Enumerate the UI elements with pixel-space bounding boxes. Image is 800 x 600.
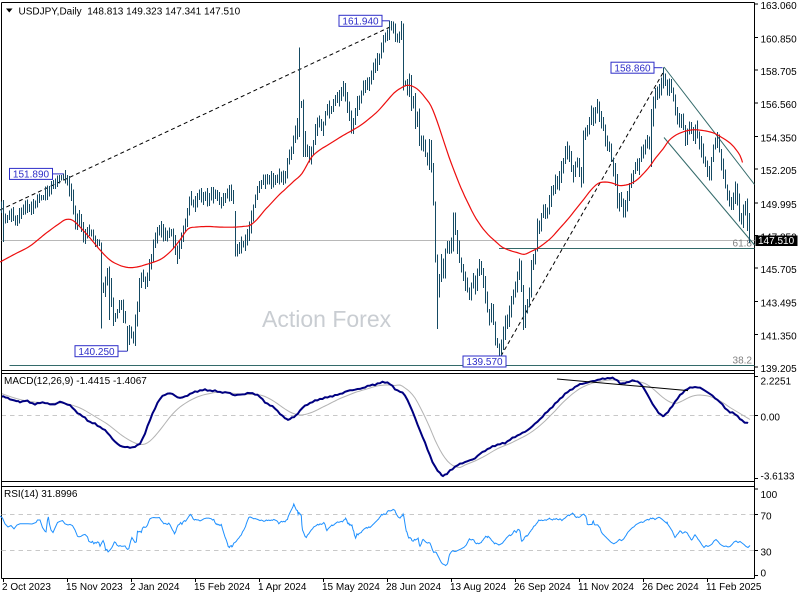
svg-text:26 Sep 2024: 26 Sep 2024 bbox=[514, 582, 571, 593]
svg-text:30: 30 bbox=[761, 548, 773, 559]
svg-text:MACD(12,26,9) -1.4415 -1.4067: MACD(12,26,9) -1.4415 -1.4067 bbox=[4, 376, 147, 387]
svg-text:15 Nov 2023: 15 Nov 2023 bbox=[66, 582, 123, 593]
svg-text:158.860: 158.860 bbox=[614, 63, 651, 74]
svg-text:Action Forex: Action Forex bbox=[262, 306, 392, 332]
svg-text:151.890: 151.890 bbox=[13, 170, 50, 181]
svg-text:145.705: 145.705 bbox=[761, 265, 798, 276]
svg-text:156.560: 156.560 bbox=[761, 100, 798, 111]
svg-text:15 May 2024: 15 May 2024 bbox=[322, 582, 380, 593]
svg-text:141.350: 141.350 bbox=[761, 331, 798, 342]
svg-text:147.510: 147.510 bbox=[758, 236, 795, 247]
svg-text:RSI(14) 31.8996: RSI(14) 31.8996 bbox=[4, 489, 78, 500]
svg-text:2.2251: 2.2251 bbox=[761, 376, 792, 387]
svg-text:-3.6133: -3.6133 bbox=[761, 472, 795, 483]
svg-text:13 Aug 2024: 13 Aug 2024 bbox=[450, 582, 507, 593]
svg-text:2 Oct 2023: 2 Oct 2023 bbox=[2, 582, 51, 593]
svg-text:139.570: 139.570 bbox=[466, 357, 503, 368]
svg-text:163.060: 163.060 bbox=[761, 1, 798, 12]
svg-text:26 Dec 2024: 26 Dec 2024 bbox=[642, 582, 699, 593]
svg-text:38.2: 38.2 bbox=[733, 356, 753, 367]
svg-text:100: 100 bbox=[761, 490, 778, 501]
svg-text:2 Jan 2024: 2 Jan 2024 bbox=[130, 582, 180, 593]
svg-text:149.995: 149.995 bbox=[761, 200, 798, 211]
svg-text:USDJPY,Daily 148.813 149.323: USDJPY,Daily 148.813 149.323 147.341 147… bbox=[19, 7, 241, 18]
svg-text:11 Nov 2024: 11 Nov 2024 bbox=[578, 582, 634, 593]
svg-text:152.205: 152.205 bbox=[761, 166, 798, 177]
svg-text:158.705: 158.705 bbox=[761, 67, 798, 78]
svg-text:160.850: 160.850 bbox=[761, 34, 798, 45]
svg-text:15 Feb 2024: 15 Feb 2024 bbox=[194, 582, 251, 593]
svg-text:143.495: 143.495 bbox=[761, 299, 798, 310]
svg-text:161.940: 161.940 bbox=[342, 16, 379, 27]
svg-text:1 Apr 2024: 1 Apr 2024 bbox=[258, 582, 307, 593]
svg-text:0: 0 bbox=[761, 569, 767, 580]
svg-text:11 Feb 2025: 11 Feb 2025 bbox=[706, 582, 762, 593]
svg-text:61.8: 61.8 bbox=[733, 239, 753, 250]
svg-text:154.350: 154.350 bbox=[761, 133, 798, 144]
svg-text:140.250: 140.250 bbox=[78, 347, 115, 358]
svg-text:139.205: 139.205 bbox=[761, 364, 798, 375]
svg-text:0.00: 0.00 bbox=[761, 413, 781, 424]
svg-text:70: 70 bbox=[761, 512, 773, 523]
svg-text:28 Jun 2024: 28 Jun 2024 bbox=[386, 582, 441, 593]
